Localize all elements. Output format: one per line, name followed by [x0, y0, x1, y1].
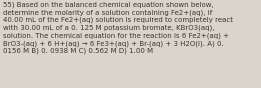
Text: 55) Based on the balanced chemical equation shown below,
determine the molarity : 55) Based on the balanced chemical equat… [3, 1, 233, 54]
